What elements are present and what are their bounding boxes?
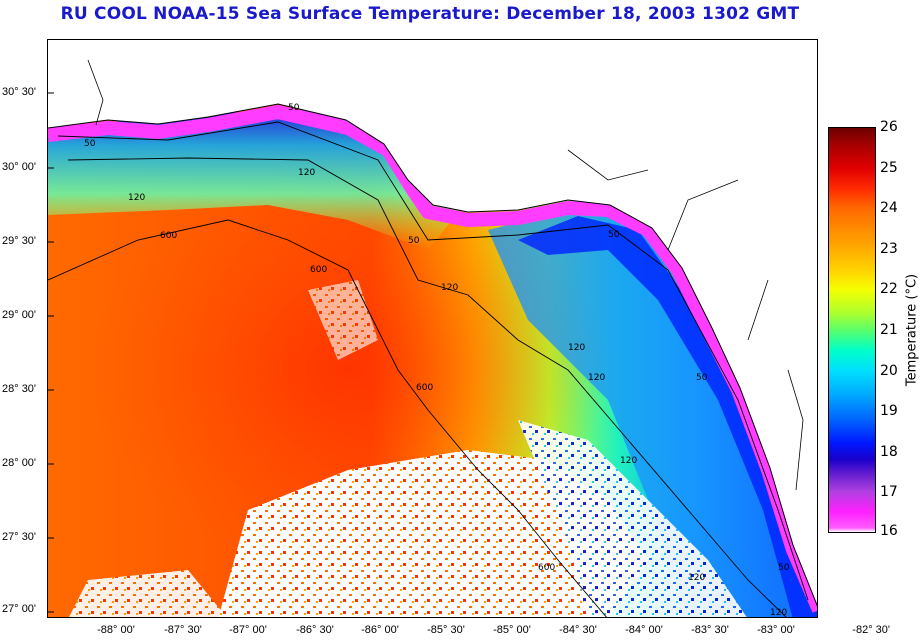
contour-label: 50 bbox=[608, 230, 620, 240]
lon-label: -86° 30' bbox=[296, 624, 334, 636]
cloud-patch-mid bbox=[308, 280, 378, 360]
contour-50m bbox=[57, 121, 809, 601]
lat-label: 29° 00' bbox=[2, 309, 37, 321]
temperature-colorbar bbox=[828, 127, 876, 533]
coastline bbox=[48, 103, 817, 607]
contour-label: 120 bbox=[441, 283, 458, 293]
colorbar-tick: 26 bbox=[880, 119, 898, 135]
lon-label: -85° 00' bbox=[493, 624, 531, 636]
lon-label: -85° 30' bbox=[427, 624, 465, 636]
lat-label: 27° 30' bbox=[2, 531, 37, 543]
lon-label: -83° 00' bbox=[757, 624, 795, 636]
contour-label: 600 bbox=[310, 265, 327, 275]
lat-label: 29° 30' bbox=[2, 235, 37, 247]
contour-label: 120 bbox=[770, 608, 787, 618]
contour-600m bbox=[48, 219, 607, 617]
cloud-patch-southeast bbox=[518, 420, 747, 617]
cool-shelf-east bbox=[488, 210, 817, 617]
contour-label: 120 bbox=[620, 456, 637, 466]
contour-120m bbox=[67, 157, 787, 617]
colorbar-tick: 18 bbox=[880, 444, 898, 460]
colorbar-tick: 19 bbox=[880, 403, 898, 419]
colorbar-tick: 21 bbox=[880, 322, 898, 338]
lat-label: 28° 00' bbox=[2, 457, 37, 469]
contour-label: 50 bbox=[696, 373, 708, 383]
contour-label: 600 bbox=[416, 383, 433, 393]
lat-label: 30° 30' bbox=[2, 86, 37, 98]
lon-label: -87° 00' bbox=[229, 624, 267, 636]
colorbar-tick: 16 bbox=[880, 523, 898, 539]
colorbar-tick: 25 bbox=[880, 160, 898, 176]
lat-label: 27° 00' bbox=[2, 603, 37, 615]
colorbar-label: Temperature (°C) bbox=[904, 273, 920, 387]
colorbar-tick: 17 bbox=[880, 484, 898, 500]
contour-label: 120 bbox=[688, 573, 705, 583]
lat-label: 30° 00' bbox=[2, 161, 37, 173]
sst-map-canvas: 50 50 50 50 50 50 120 120 120 120 120 12… bbox=[48, 40, 817, 618]
lon-label: -88° 00' bbox=[97, 624, 135, 636]
contour-label: 120 bbox=[588, 373, 605, 383]
coastal-cold-edge bbox=[48, 105, 817, 613]
colorbar-tick: 22 bbox=[880, 281, 898, 297]
contour-label: 50 bbox=[408, 236, 420, 246]
inland-waterways bbox=[87, 59, 804, 491]
contour-label: 120 bbox=[298, 168, 315, 178]
colorbar-tick: 24 bbox=[880, 200, 898, 216]
lon-label: -82° 30' bbox=[852, 624, 890, 636]
contour-label: 600 bbox=[160, 231, 177, 241]
cold-coastal-band bbox=[518, 216, 817, 617]
colorbar-tick: 23 bbox=[880, 241, 898, 257]
lon-label: -87° 30' bbox=[164, 624, 202, 636]
colorbar-tick: 20 bbox=[880, 363, 898, 379]
contour-label: 600 bbox=[538, 563, 555, 573]
contour-label: 120 bbox=[568, 343, 585, 353]
contour-label: 50 bbox=[778, 563, 790, 573]
contour-label: 50 bbox=[288, 103, 300, 113]
lon-label: -86° 00' bbox=[361, 624, 399, 636]
cool-shelf-west bbox=[48, 110, 468, 250]
contour-label: 120 bbox=[128, 193, 145, 203]
map-title: RU COOL NOAA-15 Sea Surface Temperature:… bbox=[60, 4, 800, 24]
land-mass bbox=[48, 40, 817, 605]
lon-label: -83° 30' bbox=[691, 624, 729, 636]
sst-map[interactable]: 50 50 50 50 50 50 120 120 120 120 120 12… bbox=[47, 39, 818, 618]
contour-label: 50 bbox=[84, 139, 96, 149]
cloud-patch-south bbox=[218, 450, 648, 617]
lat-label: 28° 30' bbox=[2, 383, 37, 395]
lon-label: -84° 30' bbox=[559, 624, 597, 636]
cloud-patch-southwest bbox=[69, 570, 227, 617]
lon-label: -84° 00' bbox=[625, 624, 663, 636]
